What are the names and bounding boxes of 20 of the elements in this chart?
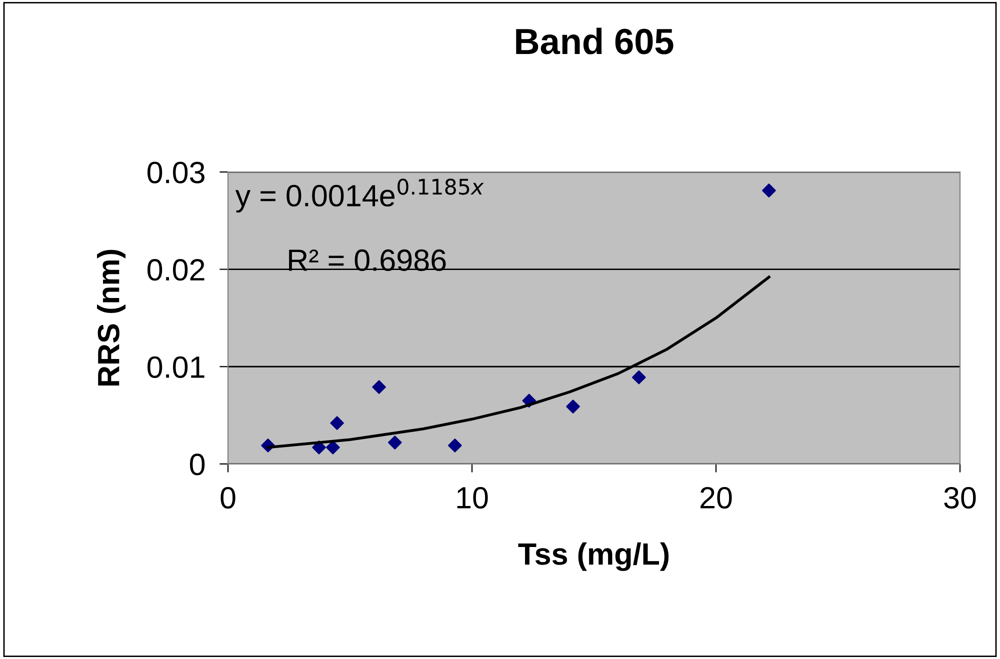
annotation: y = 0.0014e$^{0.1185x}$ xyxy=(235,178,484,213)
y-tick-label: 0.03 xyxy=(148,162,204,184)
point xyxy=(762,184,776,198)
y-axis-title: RRS (nm) xyxy=(96,250,126,386)
x-tick-label: 0 xyxy=(220,486,236,509)
x-tick-label: 30 xyxy=(944,486,976,509)
chart-title: Band 605 xyxy=(516,28,674,54)
point xyxy=(566,400,580,414)
y-tick-label: 0.02 xyxy=(148,259,204,281)
x-axis-title: Tss (mg/L) xyxy=(518,542,669,572)
point xyxy=(326,440,340,454)
point xyxy=(448,438,462,452)
point xyxy=(330,416,344,430)
point xyxy=(632,370,646,384)
y-tick-label: 0 xyxy=(190,454,205,476)
y-tick-label: 0.01 xyxy=(148,356,204,378)
x-tick-label: 10 xyxy=(457,486,488,509)
point xyxy=(388,436,402,450)
point xyxy=(372,380,386,394)
x-tick-label: 20 xyxy=(700,486,732,509)
